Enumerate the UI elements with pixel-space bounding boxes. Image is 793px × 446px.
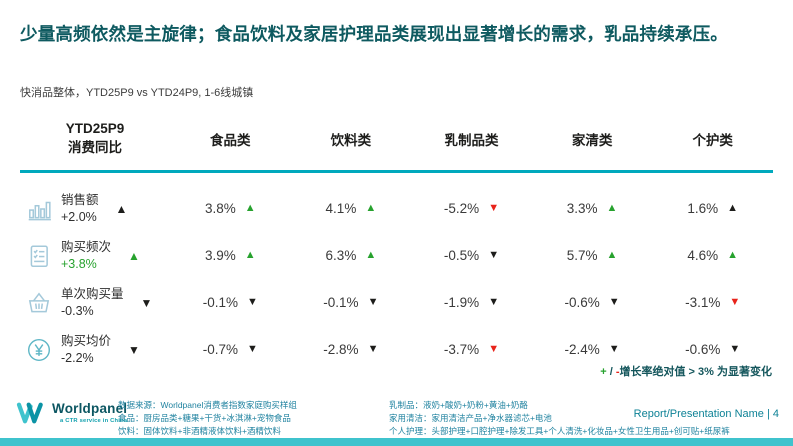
slide-subtitle: 快消品整体，YTD25P9 vs YTD24P9, 1-6线城镇 <box>20 87 254 99</box>
metric-label: 销售额 +2.0% <box>61 193 99 224</box>
value-cell: -0.6% ▼ <box>564 295 620 310</box>
logo-text: Worldpanel a CTR service in China <box>52 402 127 424</box>
metric-cell-volume: 单次购买量 -0.3% ▼ <box>20 286 170 319</box>
trend-triangle-icon: ▲ <box>115 201 128 216</box>
trend-triangle-icon: ▼ <box>367 296 379 308</box>
metric-label: 单次购买量 -0.3% <box>61 287 124 318</box>
worldpanel-w-icon <box>16 402 43 424</box>
value-cell: -3.1% ▼ <box>685 295 741 310</box>
trend-triangle-icon: ▼ <box>729 296 741 308</box>
footer-source-notes: 数据来源：Worldpanel消费者指数家庭购买样组 食品：厨房品类+糖果+干货… <box>118 400 297 437</box>
trend-triangle-icon: ▼ <box>140 295 153 310</box>
value-cell: -0.6% ▼ <box>685 342 741 357</box>
value-cell: -0.1% ▼ <box>202 295 258 310</box>
table-row: 销售额 +2.0% ▲ 3.8% ▲ 4.1% ▲ -5.2% ▼ 3.3% ▲ 1.6… <box>20 185 773 232</box>
checklist-icon <box>30 244 48 267</box>
logo-tagline: a CTR service in China <box>60 417 128 424</box>
metric-label: 购买均价 -2.2% <box>61 334 112 365</box>
value-cell: 4.6% ▲ <box>687 248 739 263</box>
column-header-dairy: 乳制品类 <box>444 132 499 148</box>
trend-triangle-icon: ▼ <box>246 343 258 355</box>
trend-triangle-icon: ▲ <box>365 249 377 261</box>
significance-footnote: + / -增长率绝对值 > 3% 为显著变化 <box>600 366 772 378</box>
trend-triangle-icon: ▲ <box>727 249 739 261</box>
trend-triangle-icon: ▲ <box>727 202 739 214</box>
table-body: 销售额 +2.0% ▲ 3.8% ▲ 4.1% ▲ -5.2% ▼ 3.3% ▲ 1.6… <box>20 173 773 373</box>
value-cell: 5.7% ▲ <box>566 248 618 263</box>
trend-triangle-icon: ▼ <box>367 343 379 355</box>
bar-chart-icon <box>28 201 51 220</box>
value-cell: 3.3% ▲ <box>566 201 618 216</box>
metric-cell-price: 购买均价 -2.2% ▼ <box>20 333 170 366</box>
value-cell: 3.9% ▲ <box>204 248 256 263</box>
value-cell: -0.1% ▼ <box>323 295 379 310</box>
trend-triangle-icon: ▲ <box>606 249 618 261</box>
trend-triangle-icon: ▼ <box>608 296 620 308</box>
trend-triangle-icon: ▲ <box>128 248 140 263</box>
footer-category-notes: 乳制品：液奶+酸奶+奶粉+黄油+奶酪 家用清洁：家用清洁产品+净水器滤芯+电池 … <box>389 400 730 437</box>
value-cell: 6.3% ▲ <box>325 248 377 263</box>
metric-cell-frequency: 购买频次 +3.8% ▲ <box>20 239 170 272</box>
column-header-beverage: 饮料类 <box>330 132 372 148</box>
value-cell: -3.7% ▼ <box>443 342 500 357</box>
table-header-row: YTD25P9 消费同比 食品类 饮料类 乳制品类 家清类 个护类 <box>20 116 773 173</box>
value-cell: -2.8% ▼ <box>323 342 379 357</box>
trend-triangle-icon: ▼ <box>488 202 500 214</box>
trend-triangle-icon: ▲ <box>365 202 377 214</box>
trend-triangle-icon: ▼ <box>488 343 500 355</box>
trend-triangle-icon: ▼ <box>488 249 500 261</box>
value-cell: 1.6% ▲ <box>687 201 739 216</box>
trend-triangle-icon: ▼ <box>608 343 620 355</box>
trend-triangle-icon: ▲ <box>606 202 618 214</box>
trend-triangle-icon: ▲ <box>244 202 256 214</box>
value-cell: 4.1% ▲ <box>325 201 377 216</box>
trend-triangle-icon: ▼ <box>246 296 258 308</box>
metric-label: 购买频次 +3.8% <box>61 240 112 271</box>
value-cell: 3.8% ▲ <box>204 201 256 216</box>
metric-cell-sales: 销售额 +2.0% ▲ <box>20 192 170 225</box>
shopping-basket-icon <box>28 292 50 312</box>
table-row: 购买均价 -2.2% ▼ -0.7% ▼ -2.8% ▼ -3.7% ▼ -2.4% ▼… <box>20 326 773 373</box>
column-header-homecare: 家清类 <box>571 132 613 148</box>
yen-coin-icon <box>28 338 50 361</box>
value-cell: -0.7% ▼ <box>202 342 258 357</box>
kpi-table: YTD25P9 消费同比 食品类 饮料类 乳制品类 家清类 个护类 <box>20 116 773 373</box>
logo-brand-text: Worldpanel <box>52 401 128 417</box>
table-row: 单次购买量 -0.3% ▼ -0.1% ▼ -0.1% ▼ -1.9% ▼ -0.6%… <box>20 279 773 326</box>
slide-title: 少量高频依然是主旋律；食品饮料及家居护理品类展现出显著增长的需求，乳品持续承压。 <box>20 24 728 44</box>
bottom-accent-bar <box>0 438 793 446</box>
value-cell: -2.4% ▼ <box>564 342 620 357</box>
column-header-food: 食品类 <box>210 132 251 148</box>
table-row: 购买频次 +3.8% ▲ 3.9% ▲ 6.3% ▲ -0.5% ▼ 5.7% ▲ 4.… <box>20 232 773 279</box>
trend-triangle-icon: ▼ <box>128 342 140 357</box>
metric-column-header: YTD25P9 消费同比 <box>65 121 125 155</box>
value-cell: -1.9% ▼ <box>443 295 500 310</box>
trend-triangle-icon: ▲ <box>244 249 256 261</box>
worldpanel-logo: Worldpanel a CTR service in China <box>16 401 127 425</box>
trend-triangle-icon: ▼ <box>729 343 741 355</box>
trend-triangle-icon: ▼ <box>488 296 500 308</box>
column-header-personalcare: 个护类 <box>692 132 733 148</box>
page-number-label: Report/Presentation Name | 4 <box>633 408 779 420</box>
value-cell: -5.2% ▼ <box>443 201 500 216</box>
value-cell: -0.5% ▼ <box>443 248 500 263</box>
